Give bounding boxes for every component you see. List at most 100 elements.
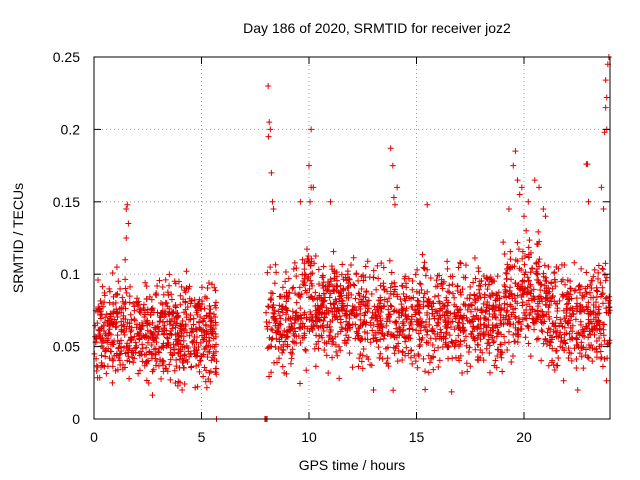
data-point (512, 313, 519, 320)
data-point (331, 267, 338, 274)
data-point (348, 261, 355, 268)
data-point (472, 299, 479, 306)
data-point (470, 333, 477, 340)
data-point (329, 335, 336, 342)
data-point (346, 350, 353, 357)
data-point (128, 336, 135, 343)
data-point (455, 324, 462, 331)
data-point (400, 322, 407, 329)
data-point (600, 266, 607, 273)
data-point (449, 318, 456, 325)
data-point (94, 320, 101, 327)
data-point (506, 316, 513, 323)
data-point (436, 272, 443, 279)
data-point (156, 345, 163, 352)
data-point (276, 355, 283, 362)
data-point (193, 333, 200, 340)
data-point (444, 265, 451, 272)
data-point (266, 334, 273, 341)
data-point (277, 331, 284, 338)
data-point (96, 327, 103, 334)
data-point (438, 329, 445, 336)
data-point (110, 301, 117, 308)
data-point (598, 291, 605, 298)
data-point (578, 339, 585, 346)
data-point (163, 365, 170, 372)
data-point (383, 345, 390, 352)
data-point (344, 321, 351, 328)
data-point (327, 300, 334, 307)
data-point (527, 353, 534, 360)
data-point (367, 339, 374, 346)
data-point (162, 311, 169, 318)
data-point (416, 336, 423, 343)
data-point (471, 254, 478, 261)
data-point (483, 304, 490, 311)
data-point (583, 323, 590, 330)
data-point (394, 293, 401, 300)
data-point (357, 310, 364, 317)
data-point (122, 350, 129, 357)
data-point (398, 306, 405, 313)
data-point (496, 301, 503, 308)
data-point (573, 295, 580, 302)
data-point (364, 258, 371, 265)
data-point (547, 326, 554, 333)
data-point (602, 260, 609, 267)
data-point (116, 351, 123, 358)
data-point (426, 315, 433, 322)
data-point (338, 271, 345, 278)
data-point (457, 260, 464, 267)
data-point (179, 317, 186, 324)
data-point (424, 311, 431, 318)
data-point (312, 363, 319, 370)
data-point (386, 318, 393, 325)
data-point (148, 355, 155, 362)
data-point (169, 352, 176, 359)
data-point (117, 350, 124, 357)
data-point (334, 352, 341, 359)
data-point (530, 286, 537, 293)
data-point (504, 261, 511, 268)
data-point (312, 253, 319, 260)
data-point (288, 355, 295, 362)
data-point (301, 311, 308, 318)
data-point (595, 262, 602, 269)
data-point (588, 320, 595, 327)
data-point (518, 267, 525, 274)
data-point (535, 294, 542, 301)
data-point (416, 280, 423, 287)
data-point (182, 298, 189, 305)
data-point (516, 191, 523, 198)
data-point (113, 323, 120, 330)
data-point (424, 297, 431, 304)
data-point (412, 358, 419, 365)
data-point (181, 381, 188, 388)
data-point (602, 277, 609, 284)
data-point (545, 284, 552, 291)
data-point (265, 303, 272, 310)
data-point (545, 325, 552, 332)
data-point (181, 351, 188, 358)
data-point (269, 198, 276, 205)
data-point (212, 321, 219, 328)
data-point (334, 330, 341, 337)
data-point (546, 313, 553, 320)
data-point (343, 307, 350, 314)
data-point (454, 283, 461, 290)
data-point (462, 274, 469, 281)
data-point (166, 271, 173, 278)
data-point (265, 303, 272, 310)
data-point (412, 271, 419, 278)
data-point (98, 343, 105, 350)
data-point (282, 338, 289, 345)
data-point (396, 332, 403, 339)
data-point (361, 312, 368, 319)
data-point (420, 294, 427, 301)
data-point (383, 322, 390, 329)
data-point (597, 279, 604, 286)
data-point (507, 301, 514, 308)
data-point (501, 282, 508, 289)
data-point (100, 338, 107, 345)
data-point (97, 311, 104, 318)
